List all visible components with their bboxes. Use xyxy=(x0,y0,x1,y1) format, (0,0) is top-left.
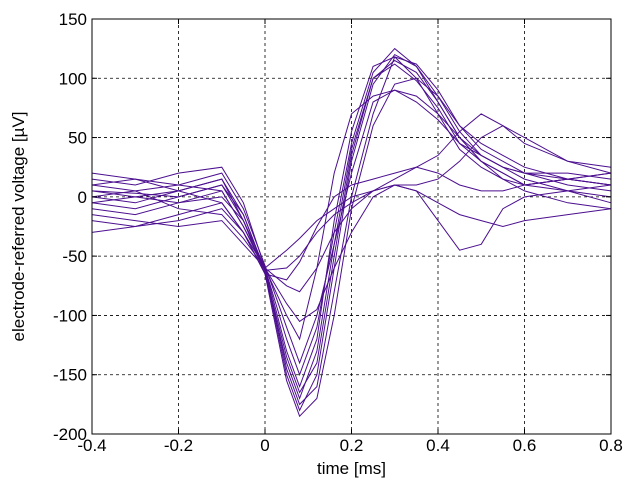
series-line-10 xyxy=(91,125,612,293)
x-tick-label: 0.6 xyxy=(513,436,537,455)
series-line-8 xyxy=(91,89,612,365)
ticks-layer: -0.4 -0.2 0 0.2 0.4 0.6 0.8 -200 -150 -100 -50 0 50 1… xyxy=(53,10,623,455)
x-tick-label: 0 xyxy=(260,436,269,455)
x-tick-label: -0.4 xyxy=(77,436,106,455)
x-axis-label: time [ms] xyxy=(317,459,386,478)
series-line-13 xyxy=(91,166,612,281)
y-tick-label: -100 xyxy=(53,306,87,325)
x-tick-label: 0.2 xyxy=(340,436,364,455)
series-line-14 xyxy=(91,89,612,341)
series-layer xyxy=(91,47,612,418)
y-axis-label: electrode-referred voltage [µV] xyxy=(9,112,28,342)
y-tick-label: 0 xyxy=(78,188,87,207)
series-line-11 xyxy=(91,113,612,271)
y-tick-label: 150 xyxy=(59,10,87,29)
y-tick-label: -200 xyxy=(53,425,87,444)
y-tick-label: 50 xyxy=(68,129,87,148)
x-tick-label: 0.8 xyxy=(599,436,623,455)
series-line-12 xyxy=(91,184,612,269)
series-line-9 xyxy=(91,184,612,323)
x-tick-label: 0.4 xyxy=(426,436,450,455)
series-line-7 xyxy=(91,63,612,394)
x-tick-label: -0.2 xyxy=(164,436,193,455)
y-tick-label: -50 xyxy=(62,247,87,266)
y-tick-label: 100 xyxy=(59,69,87,88)
y-tick-label: -150 xyxy=(53,366,87,385)
